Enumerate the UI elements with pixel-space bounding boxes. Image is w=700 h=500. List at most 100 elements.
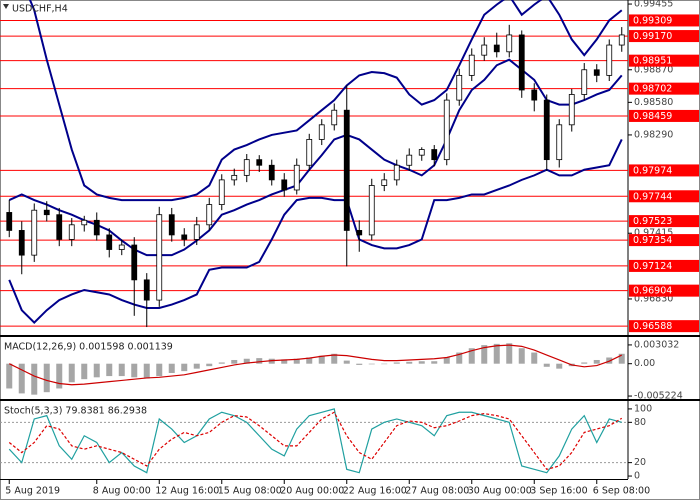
- level-label: 0.98459: [633, 111, 672, 122]
- macd-bar: [356, 363, 363, 365]
- candle-body: [443, 99, 450, 161]
- level-label: 0.96904: [633, 286, 672, 297]
- candle-body: [418, 149, 425, 156]
- candle-body: [106, 234, 113, 250]
- macd-bar: [318, 355, 325, 364]
- line: [8, 408, 622, 474]
- level-label: 0.97744: [633, 191, 672, 202]
- y-tick-label: 0.98290: [634, 129, 673, 140]
- macd-bar: [618, 353, 625, 364]
- candle-body: [606, 44, 613, 76]
- macd-bar: [81, 363, 88, 380]
- candle-body: [581, 69, 588, 95]
- macd-bar: [168, 363, 175, 373]
- candle-body: [56, 214, 63, 240]
- candle-body: [218, 179, 225, 205]
- macd-bar: [543, 363, 550, 367]
- macd-bar: [431, 361, 438, 364]
- level-label-box: [629, 54, 699, 67]
- macd-bar: [368, 363, 375, 365]
- candle-body: [206, 204, 213, 226]
- panel: [6, 343, 625, 395]
- candle-body: [343, 109, 350, 231]
- candle-body: [93, 219, 100, 236]
- macd-bar: [593, 359, 600, 364]
- y-tick-label: 0: [634, 471, 640, 482]
- candle-body: [68, 224, 75, 240]
- line: [8, 344, 623, 386]
- candle-body: [468, 54, 475, 76]
- panel: [0, 408, 628, 474]
- macd-bar: [506, 343, 513, 364]
- macd-bar: [393, 362, 400, 364]
- candle-body: [318, 124, 325, 140]
- candle-body: [156, 214, 163, 301]
- level-label-box: [629, 320, 699, 333]
- candle-body: [168, 214, 175, 236]
- macd-bar: [468, 348, 475, 364]
- panel-title: USDCHF,H4: [12, 4, 68, 15]
- level-label: 0.98702: [633, 84, 672, 95]
- level-label: 0.97124: [633, 261, 672, 272]
- candle-body: [256, 159, 263, 166]
- level-label-box: [629, 190, 699, 203]
- candle-body: [506, 34, 513, 53]
- candle-body: [143, 279, 150, 301]
- candle-body: [181, 234, 188, 240]
- macd-bar: [381, 363, 388, 365]
- macd-bar: [231, 359, 238, 364]
- candle-body: [6, 212, 13, 231]
- candle-body: [543, 99, 550, 161]
- macd-bar: [218, 362, 225, 364]
- candle-body: [268, 164, 275, 181]
- x-tick-label: 30 Aug 00:00: [468, 486, 532, 497]
- macd-bar: [31, 363, 38, 395]
- right-axis: 0.99455 0.98870 0.98580 0.98290 0.97415 0.968…: [628, 0, 699, 482]
- level-label-box: [629, 234, 699, 247]
- candle-body: [518, 34, 525, 91]
- candle-body: [393, 164, 400, 181]
- macd-bar: [256, 358, 263, 364]
- level-label-box: [629, 14, 699, 27]
- candle-body: [193, 224, 200, 240]
- candle-body: [493, 44, 500, 53]
- macd-bar: [193, 363, 200, 369]
- x-tick-label: 12 Aug 16:00: [155, 486, 219, 497]
- panel-title: MACD(12,26,9) 0.001598 0.001139: [4, 342, 173, 353]
- macd-bar: [143, 363, 150, 379]
- macd-bar: [43, 363, 50, 393]
- macd-bar: [18, 363, 25, 394]
- y-tick-label: 0.97415: [634, 228, 673, 239]
- candle-body: [618, 34, 625, 46]
- candle-body: [243, 159, 250, 176]
- level-label: 0.99170: [633, 31, 672, 42]
- macd-bar: [181, 363, 188, 372]
- symbol-icon: [3, 4, 9, 9]
- y-tick-label: 0.003032: [634, 339, 679, 350]
- candle-body: [81, 219, 88, 226]
- macd-bar: [406, 361, 413, 364]
- macd-bar: [343, 360, 350, 364]
- macd-bar: [131, 363, 138, 378]
- candle-body: [593, 69, 600, 76]
- panel: [0, 0, 628, 328]
- x-tick-label: 3 Sep 16:00: [530, 486, 587, 497]
- x-tick-label: 15 Aug 08:00: [218, 486, 282, 497]
- candle-body: [556, 124, 563, 161]
- candle-body: [231, 174, 238, 181]
- candle-body: [568, 94, 575, 126]
- macd-bar: [556, 363, 563, 369]
- y-tick-label: 80: [634, 417, 646, 428]
- macd-bar: [93, 363, 100, 378]
- y-tick-label: 0.98580: [634, 97, 673, 108]
- macd-bar: [443, 357, 450, 364]
- macd-bar: [156, 363, 163, 377]
- macd-bar: [56, 363, 63, 389]
- y-tick-label: 0.00: [634, 358, 655, 369]
- macd-bar: [418, 361, 425, 364]
- level-label: 0.96588: [633, 321, 672, 332]
- candle-body: [381, 179, 388, 186]
- x-tick-label: 22 Aug 16:00: [343, 486, 407, 497]
- level-label-box: [629, 164, 699, 177]
- level-label: 0.98951: [633, 56, 672, 67]
